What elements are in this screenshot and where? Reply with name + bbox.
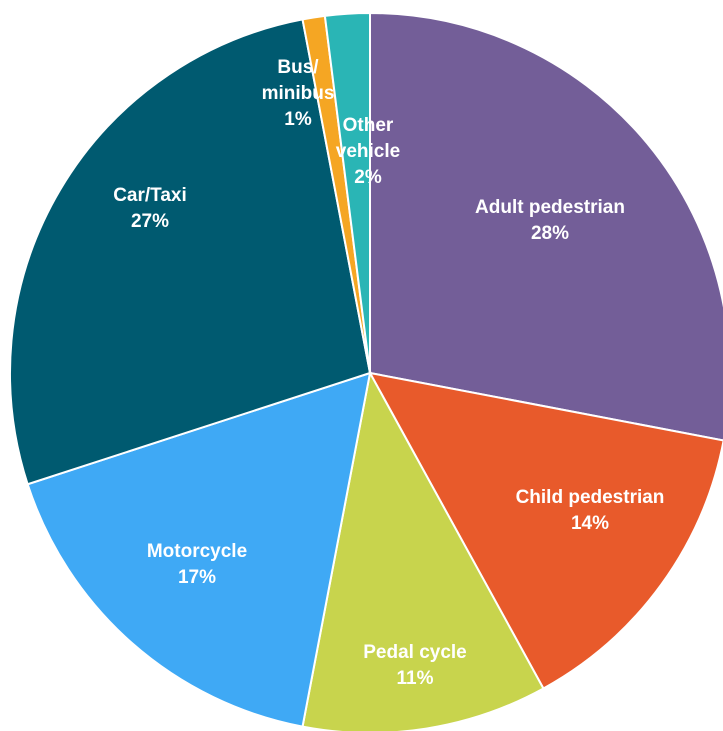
label-line: Bus/ <box>277 57 319 78</box>
value-label: 1% <box>284 109 312 130</box>
label-line: Other <box>343 115 394 136</box>
value-label: 28% <box>531 223 569 244</box>
value-label: 27% <box>131 211 169 232</box>
pie-slice <box>26 371 372 728</box>
pie-slice <box>369 11 723 442</box>
slice-label: Motorcycle <box>147 541 247 562</box>
slice-label: Other vehicle <box>336 115 400 162</box>
slice-label: Bus/minibus <box>262 57 335 104</box>
pie-slice <box>301 370 545 731</box>
label-line: minibus <box>262 83 335 104</box>
slice-label: Pedal cycle <box>363 642 467 663</box>
pie-slice <box>9 18 372 486</box>
slice-label: Car/Taxi <box>113 185 187 206</box>
pie-slice <box>368 371 723 690</box>
pie-slice <box>323 11 371 374</box>
value-label: 14% <box>571 513 609 534</box>
slice-label: Child pedestrian <box>516 487 665 508</box>
value-label: 2% <box>354 167 382 188</box>
label-line: vehicle <box>336 141 400 162</box>
value-label: 17% <box>178 567 216 588</box>
slice-label: Adult pedestrian <box>475 197 625 218</box>
value-label: 11% <box>397 668 434 689</box>
